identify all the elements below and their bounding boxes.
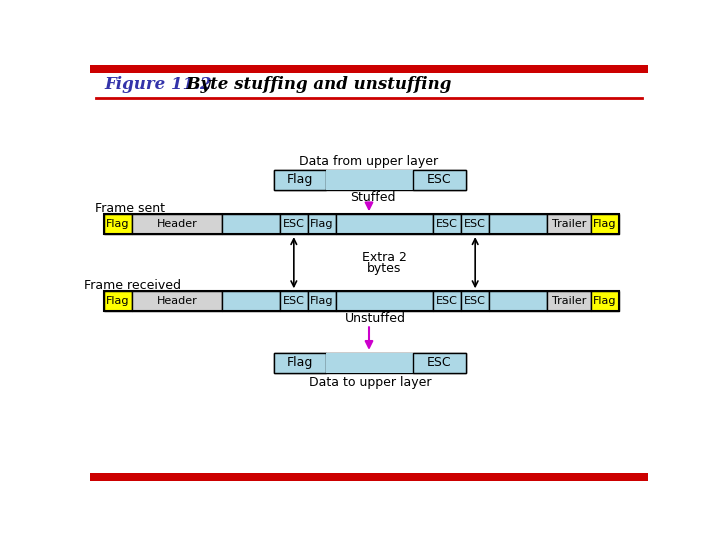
Text: ESC: ESC	[283, 219, 305, 229]
Text: ESC: ESC	[427, 356, 452, 369]
Bar	[90, 473, 648, 481]
Text: bytes: bytes	[367, 261, 402, 274]
Text: ESC: ESC	[427, 173, 452, 186]
Bar	[274, 353, 326, 373]
Bar	[489, 214, 547, 234]
Text: Data from upper layer: Data from upper layer	[300, 156, 438, 168]
Text: Data to upper layer: Data to upper layer	[309, 376, 431, 389]
Bar	[307, 291, 336, 311]
Bar	[104, 214, 132, 234]
Bar	[274, 170, 466, 190]
Text: ESC: ESC	[464, 296, 486, 306]
Text: Header: Header	[156, 296, 197, 306]
Text: Trailer: Trailer	[552, 296, 586, 306]
Text: ESC: ESC	[436, 219, 458, 229]
Bar	[104, 291, 132, 311]
Text: Flag: Flag	[287, 356, 313, 369]
Text: ESC: ESC	[283, 296, 305, 306]
Bar	[433, 214, 462, 234]
Bar	[104, 291, 618, 311]
Bar	[274, 353, 466, 373]
Text: Flag: Flag	[310, 219, 333, 229]
Bar	[462, 214, 489, 234]
Text: Flag: Flag	[287, 173, 313, 186]
Bar	[222, 291, 280, 311]
Text: Byte stuffing and unstuffing: Byte stuffing and unstuffing	[175, 76, 451, 93]
Text: Flag: Flag	[106, 219, 130, 229]
Bar	[590, 291, 618, 311]
Text: Unstuffed: Unstuffed	[345, 313, 405, 326]
Text: Stuffed: Stuffed	[350, 191, 395, 204]
Bar	[222, 214, 280, 234]
Bar	[104, 214, 618, 234]
Bar	[326, 170, 413, 190]
Bar	[307, 214, 336, 234]
Bar	[413, 353, 466, 373]
Text: Frame received: Frame received	[84, 279, 181, 292]
Bar	[547, 214, 590, 234]
Text: Trailer: Trailer	[552, 219, 586, 229]
Bar	[413, 170, 466, 190]
Text: Frame sent: Frame sent	[95, 201, 166, 214]
Bar	[326, 353, 413, 373]
Bar	[132, 291, 222, 311]
Text: Extra 2: Extra 2	[362, 251, 407, 264]
Text: ESC: ESC	[464, 219, 486, 229]
Bar	[462, 291, 489, 311]
Bar	[132, 214, 222, 234]
Text: Flag: Flag	[310, 296, 333, 306]
Bar	[336, 291, 433, 311]
Text: ESC: ESC	[436, 296, 458, 306]
Bar	[489, 291, 547, 311]
Bar	[590, 214, 618, 234]
Bar	[274, 170, 326, 190]
Text: Figure 11.2: Figure 11.2	[104, 76, 212, 93]
Text: Flag: Flag	[593, 219, 616, 229]
Text: Flag: Flag	[106, 296, 130, 306]
Bar	[90, 65, 648, 72]
Bar	[547, 291, 590, 311]
Bar	[336, 214, 433, 234]
Text: Flag: Flag	[593, 296, 616, 306]
Text: Header: Header	[156, 219, 197, 229]
Bar	[280, 214, 307, 234]
Bar	[280, 291, 307, 311]
Bar	[433, 291, 462, 311]
